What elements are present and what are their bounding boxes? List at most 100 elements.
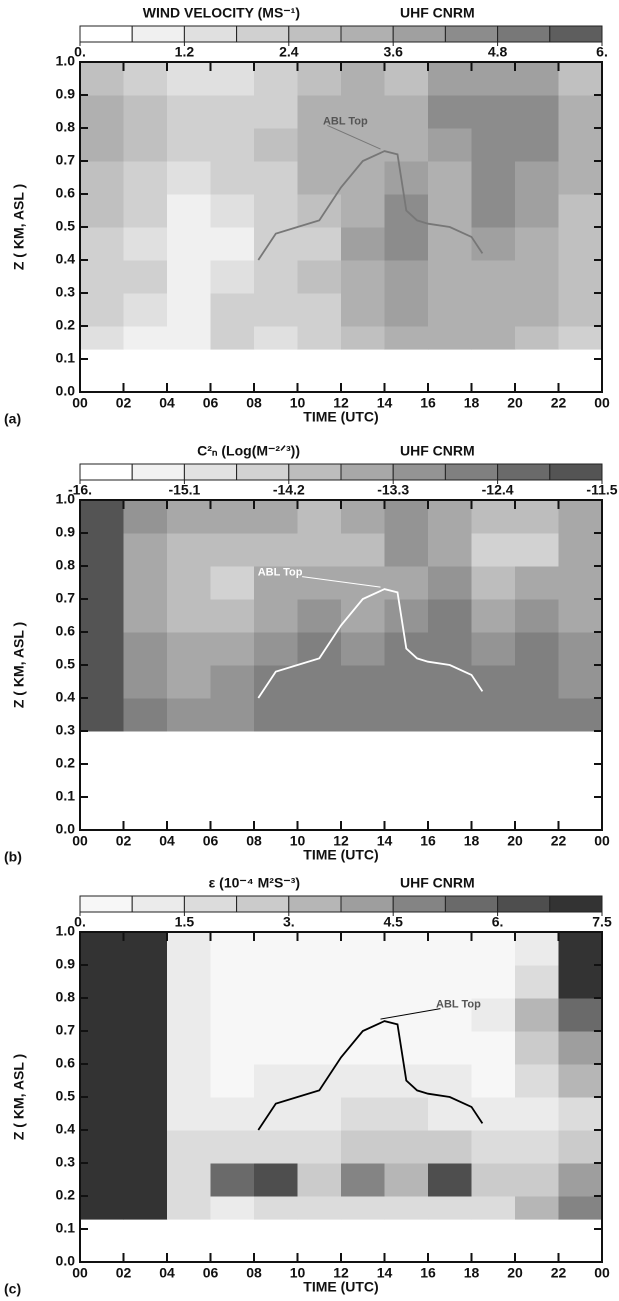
cell: [471, 665, 516, 699]
x-tick-label: 16: [420, 1265, 436, 1281]
cell: [123, 1196, 168, 1220]
x-tick-label: 10: [290, 1265, 306, 1281]
colorbar-swatch: [392, 25, 446, 43]
annotation-leader: [380, 1008, 441, 1020]
cell: [384, 293, 429, 327]
colorbar-label: 6.: [492, 914, 504, 930]
y-tick-label: 0.6: [56, 185, 76, 201]
cell: [123, 998, 168, 1032]
cell: [210, 1097, 255, 1131]
cell: [515, 665, 559, 699]
cell: [254, 128, 298, 162]
cell: [515, 62, 559, 96]
cell: [254, 326, 298, 350]
colorbar-label: 2.4: [279, 44, 299, 60]
cell: [210, 1196, 255, 1220]
cell: [558, 1163, 603, 1197]
cell: [297, 698, 342, 732]
colorbar-swatch: [497, 895, 551, 913]
cell: [167, 194, 211, 228]
cell: [254, 1163, 298, 1197]
x-axis-label: TIME (UTC): [303, 409, 378, 425]
cell: [123, 95, 168, 129]
cell: [297, 1097, 342, 1131]
cell: [254, 566, 298, 600]
x-tick-label: 20: [507, 395, 523, 411]
y-tick-label: 0.0: [56, 821, 76, 837]
y-axis-label: Z ( KM, ASL ): [11, 184, 27, 270]
colorbar-swatch: [183, 463, 238, 481]
cell: [471, 998, 516, 1032]
x-tick-label: 02: [116, 1265, 132, 1281]
cell: [341, 1031, 385, 1065]
cell: [428, 932, 472, 966]
cell: [341, 1163, 385, 1197]
x-tick-label: 04: [159, 1265, 175, 1281]
cell: [471, 194, 516, 228]
annotation-leader: [327, 124, 381, 150]
cell: [80, 128, 124, 162]
colorbar-swatch: [236, 463, 290, 481]
x-tick-label: 00: [594, 395, 610, 411]
cell: [515, 326, 559, 350]
cell: [297, 95, 342, 129]
cell: [210, 161, 255, 195]
colorbar-label: -16.: [68, 482, 92, 498]
cell: [80, 1064, 124, 1098]
colorbar-swatch: [131, 895, 185, 913]
cell: [210, 95, 255, 129]
cell: [210, 194, 255, 228]
cell: [210, 293, 255, 327]
y-tick-label: 0.4: [56, 1121, 76, 1137]
cell: [428, 698, 472, 732]
cell: [123, 1064, 168, 1098]
cell: [123, 260, 168, 294]
cell: [167, 128, 211, 162]
cell: [254, 260, 298, 294]
cell: [428, 533, 472, 567]
colorbar-label: 3.: [283, 914, 295, 930]
x-tick-label: 18: [464, 833, 480, 849]
cell: [384, 665, 429, 699]
panel: WIND VELOCITY (MS⁻¹) UHF CNRM 0. 1.2 2.4 3.6 4…: [4, 5, 610, 427]
panel-title: WIND VELOCITY (MS⁻¹): [143, 5, 300, 21]
cell: [297, 1163, 342, 1197]
cell: [558, 599, 603, 633]
colorbar-swatch: [444, 895, 499, 913]
cell: [558, 500, 603, 534]
cell: [254, 1031, 298, 1065]
x-tick-label: 10: [290, 833, 306, 849]
cell: [254, 1130, 298, 1164]
abl-line: [257, 150, 484, 261]
cell: [558, 260, 603, 294]
cell: [341, 161, 385, 195]
y-tick-label: 0.8: [56, 989, 76, 1005]
x-tick-label: 08: [246, 1265, 262, 1281]
cell: [471, 1031, 516, 1065]
colorbar-label: -14.2: [273, 482, 305, 498]
cell: [210, 533, 255, 567]
colorbar-swatch: [444, 25, 499, 43]
colorbar-swatch: [340, 25, 394, 43]
cell: [254, 161, 298, 195]
x-tick-label: 04: [159, 395, 175, 411]
cell: [210, 932, 255, 966]
cell: [558, 1196, 603, 1220]
x-tick-label: 20: [507, 833, 523, 849]
cell: [167, 566, 211, 600]
cell: [515, 932, 559, 966]
colorbar-swatch: [236, 25, 290, 43]
cell: [384, 1163, 429, 1197]
annotation-leader: [302, 576, 381, 588]
cell: [80, 227, 124, 261]
y-axis-label: Z ( KM, ASL ): [11, 1054, 27, 1140]
cell: [384, 161, 429, 195]
cell: [428, 1163, 472, 1197]
cell: [254, 293, 298, 327]
cell: [167, 533, 211, 567]
cell: [428, 965, 472, 999]
cell: [297, 533, 342, 567]
cell: [558, 932, 603, 966]
cell: [384, 1097, 429, 1131]
cell: [80, 1097, 124, 1131]
